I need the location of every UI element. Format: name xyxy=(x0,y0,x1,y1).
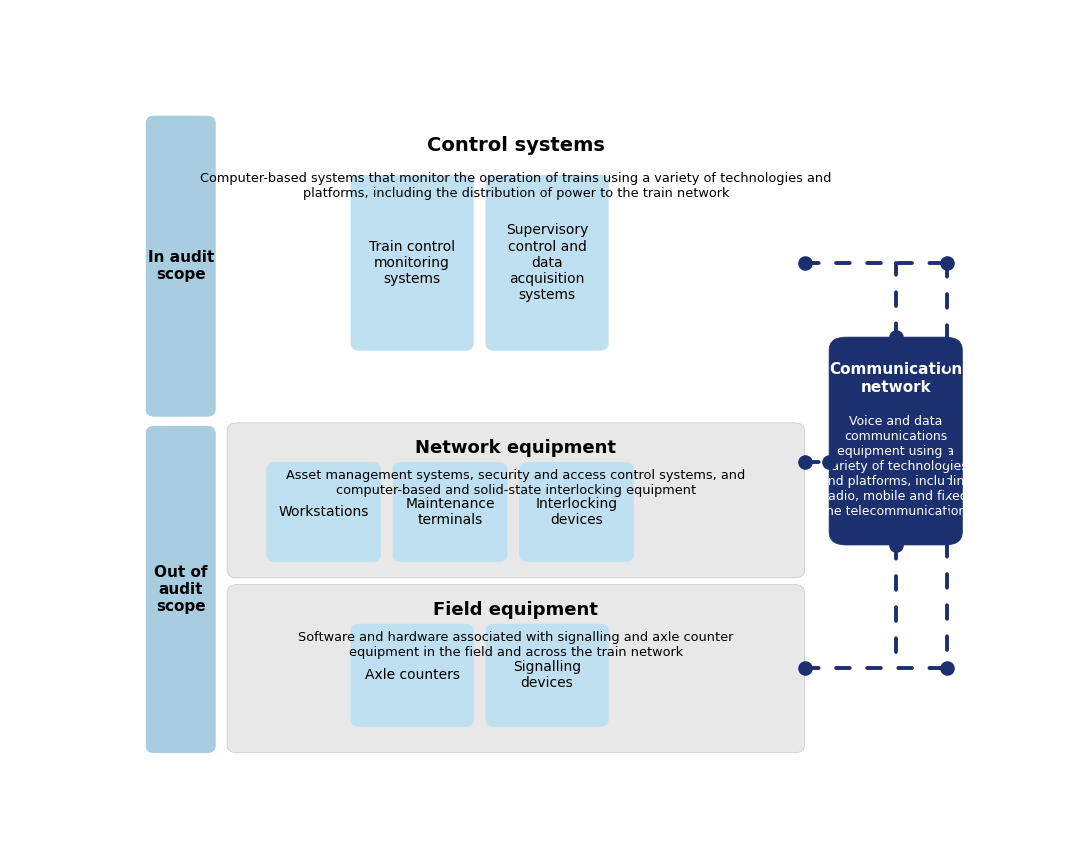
Text: Control systems: Control systems xyxy=(426,136,605,155)
Point xyxy=(887,330,904,344)
Text: Supervisory
control and
data
acquisition
systems: Supervisory control and data acquisition… xyxy=(506,224,589,303)
Text: Signalling
devices: Signalling devices xyxy=(514,660,581,691)
Text: Computer-based systems that monitor the operation of trains using a variety of t: Computer-based systems that monitor the … xyxy=(200,172,831,201)
FancyBboxPatch shape xyxy=(393,463,507,561)
FancyBboxPatch shape xyxy=(146,116,215,417)
Text: Voice and data
communications
equipment using a
variety of technologies
and plat: Voice and data communications equipment … xyxy=(819,415,973,518)
Text: Communication
network: Communication network xyxy=(829,363,963,394)
Point xyxy=(796,255,814,269)
Text: Network equipment: Network equipment xyxy=(416,440,617,458)
Text: Interlocking
devices: Interlocking devices xyxy=(535,497,618,527)
Point xyxy=(820,456,838,470)
Text: Axle counters: Axle counters xyxy=(364,668,459,682)
Text: Asset management systems, security and access control systems, and
computer-base: Asset management systems, security and a… xyxy=(286,469,745,497)
FancyBboxPatch shape xyxy=(227,423,805,578)
Point xyxy=(939,255,956,269)
FancyBboxPatch shape xyxy=(486,624,608,727)
Point xyxy=(887,538,904,552)
Text: Software and hardware associated with signalling and axle counter
equipment in t: Software and hardware associated with si… xyxy=(298,631,733,659)
Point xyxy=(796,662,814,675)
Text: Field equipment: Field equipment xyxy=(433,601,598,619)
FancyBboxPatch shape xyxy=(486,176,608,351)
Point xyxy=(939,662,956,675)
FancyBboxPatch shape xyxy=(351,176,473,351)
FancyBboxPatch shape xyxy=(267,463,381,561)
Text: Out of
audit
scope: Out of audit scope xyxy=(153,565,208,614)
Text: Maintenance
terminals: Maintenance terminals xyxy=(406,497,495,527)
FancyBboxPatch shape xyxy=(146,426,215,752)
Point xyxy=(796,456,814,470)
Text: In audit
scope: In audit scope xyxy=(148,250,214,282)
Text: Train control
monitoring
systems: Train control monitoring systems xyxy=(369,240,455,286)
Text: Workstations: Workstations xyxy=(279,505,369,519)
FancyBboxPatch shape xyxy=(351,624,473,727)
FancyBboxPatch shape xyxy=(520,463,633,561)
FancyBboxPatch shape xyxy=(829,337,962,545)
FancyBboxPatch shape xyxy=(227,584,805,752)
